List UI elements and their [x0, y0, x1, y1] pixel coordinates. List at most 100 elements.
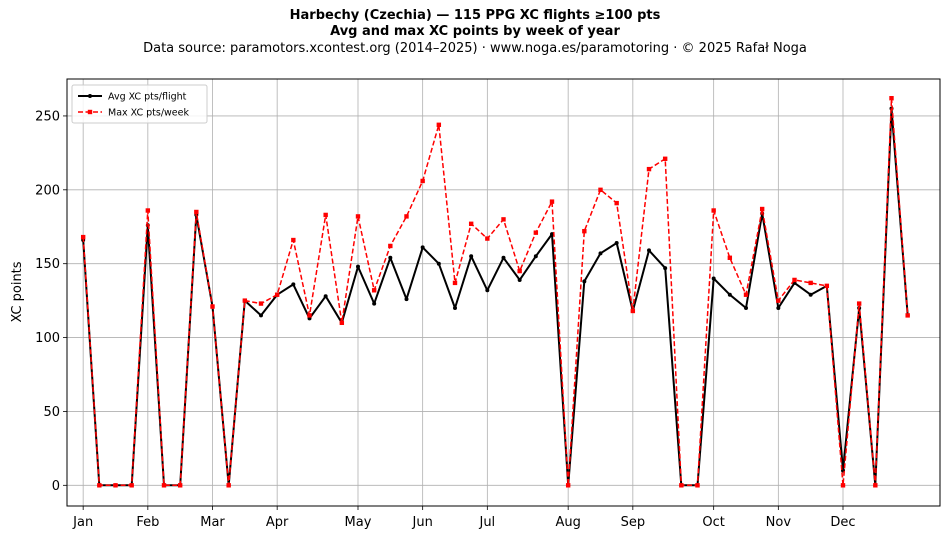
data-point-avg	[356, 264, 360, 269]
x-tick-label: May	[345, 515, 372, 530]
data-point-max	[452, 280, 458, 286]
data-point-max	[194, 209, 199, 215]
chart-titles: Harbechy (Czechia) — 115 PPG XC flights …	[0, 8, 950, 58]
series-line-max	[82, 97, 909, 487]
legend: Avg XC pts/flight Max XC pts/week	[71, 84, 208, 124]
data-point-avg	[388, 255, 393, 260]
y-tick-label: 200	[35, 183, 60, 198]
data-point-max	[549, 199, 555, 204]
data-point-max	[420, 178, 425, 184]
data-point-max	[274, 292, 280, 297]
data-point-max	[388, 243, 393, 249]
legend-swatch-marker	[87, 109, 93, 115]
x-tick-label: Mar	[200, 515, 225, 530]
data-point-max	[565, 483, 571, 488]
data-point-avg	[485, 288, 490, 293]
chart-source-note: Data source: paramotors.xcontest.org (20…	[143, 41, 807, 56]
data-point-max	[177, 483, 183, 488]
legend-swatch-marker	[88, 94, 92, 98]
data-point-max	[695, 483, 700, 488]
legend-label: Avg XC pts/flight	[108, 92, 187, 103]
data-point-max	[323, 212, 328, 218]
data-point-max	[258, 301, 264, 306]
data-point-avg	[647, 248, 651, 253]
data-point-max	[468, 221, 474, 226]
data-point-max	[145, 208, 151, 213]
data-point-max	[905, 313, 910, 318]
data-point-max	[436, 122, 442, 128]
data-point-avg	[259, 313, 263, 318]
x-tick-label: Jan	[72, 515, 93, 530]
data-point-max	[630, 308, 636, 314]
data-point-max	[355, 214, 361, 219]
data-point-avg	[501, 255, 506, 260]
legend-label: Max XC pts/week	[108, 108, 189, 119]
data-point-max	[485, 236, 490, 241]
data-point-avg	[744, 306, 748, 311]
y-tick-label: 50	[43, 405, 60, 420]
data-point-avg	[420, 245, 425, 250]
data-point-avg	[663, 266, 668, 271]
data-point-avg	[614, 241, 619, 246]
data-point-max	[776, 298, 781, 303]
data-point-max	[743, 292, 749, 297]
data-point-max	[873, 483, 878, 488]
y-tick-label: 150	[35, 257, 60, 272]
data-point-max	[307, 313, 312, 318]
x-tick-label: Oct	[702, 515, 724, 530]
x-tick-label: Feb	[136, 515, 159, 530]
data-point-max	[161, 483, 167, 488]
y-axis: 0 50 100 150 200 250	[35, 109, 67, 494]
data-point-avg	[533, 254, 538, 259]
legend-box	[71, 84, 208, 124]
data-point-max	[291, 237, 296, 243]
data-point-avg	[808, 292, 813, 297]
data-point-max	[404, 214, 409, 219]
data-point-avg	[291, 282, 296, 287]
chart-title: Harbechy (Czechia) — 115 PPG XC flights …	[289, 8, 661, 23]
data-point-max	[97, 483, 102, 488]
x-tick-label: Apr	[266, 515, 289, 530]
data-point-avg	[711, 276, 716, 281]
series-line-avg	[82, 107, 909, 487]
data-point-max	[646, 166, 652, 172]
data-point-max	[840, 483, 846, 488]
data-point-avg	[727, 292, 732, 297]
x-tick-label: Sep	[621, 515, 646, 530]
data-point-max	[808, 280, 813, 286]
data-point-max	[501, 217, 506, 222]
y-axis-label: XC points	[10, 261, 25, 322]
data-point-avg	[372, 301, 377, 306]
data-point-avg	[469, 254, 474, 259]
data-point-avg	[404, 297, 409, 302]
grid-lines	[67, 79, 940, 506]
x-axis: Jan Feb Mar Apr May Jun Jul Aug Sep Oct Nov Dec	[72, 506, 856, 530]
data-point-max	[679, 483, 684, 488]
data-point-max	[727, 255, 733, 260]
data-point-max	[792, 277, 797, 283]
y-tick-label: 250	[35, 109, 60, 124]
y-tick-label: 100	[35, 331, 60, 346]
data-point-max	[517, 268, 522, 274]
x-tick-label: Dec	[830, 515, 855, 530]
chart-subtitle: Avg and max XC points by week of year	[330, 24, 620, 39]
data-point-avg	[436, 261, 441, 266]
data-point-max	[80, 234, 86, 240]
data-point-max	[598, 187, 603, 193]
plot-frame	[66, 78, 941, 507]
data-point-max	[662, 156, 668, 161]
data-point-max	[242, 298, 248, 303]
x-tick-label: Aug	[555, 515, 580, 530]
data-point-max	[533, 230, 539, 235]
data-point-max	[759, 206, 765, 212]
data-point-avg	[453, 306, 457, 311]
data-point-avg	[550, 232, 554, 237]
data-point-avg	[776, 306, 781, 311]
data-point-max	[582, 228, 587, 234]
y-tick-label: 0	[52, 479, 60, 494]
data-point-avg	[323, 294, 328, 299]
data-point-avg	[582, 279, 587, 284]
data-point-max	[824, 283, 830, 289]
data-point-max	[226, 483, 231, 488]
